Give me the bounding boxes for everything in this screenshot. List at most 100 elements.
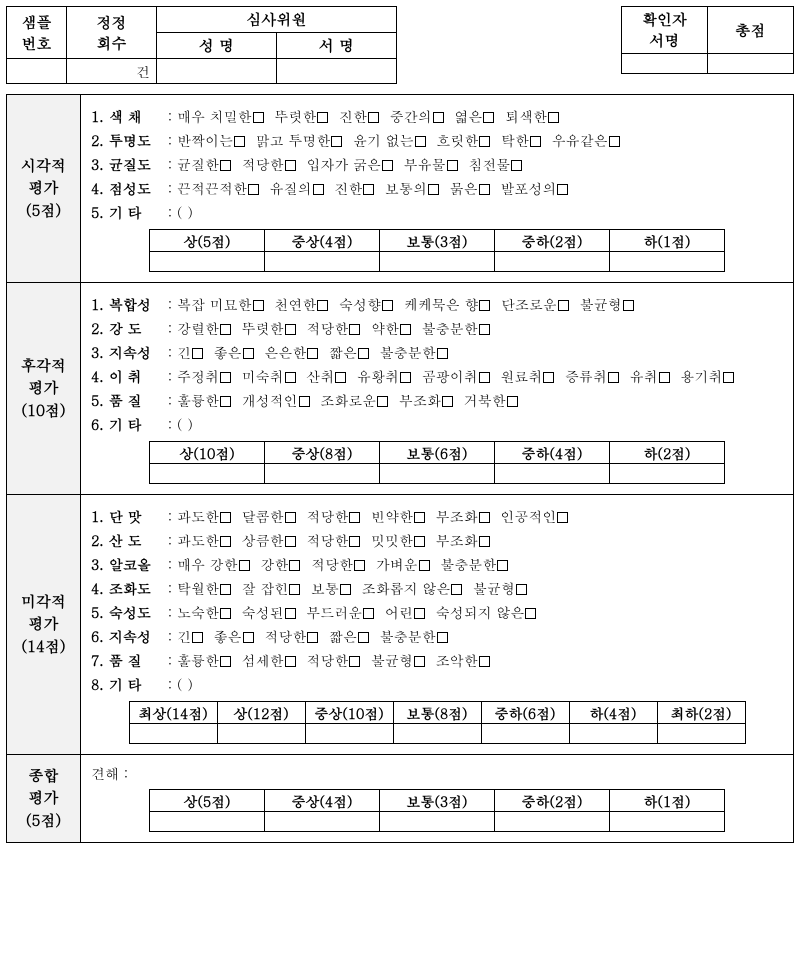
option-checkbox[interactable]: 긴 — [177, 626, 203, 646]
option-checkbox[interactable]: 강렬한 — [177, 318, 231, 338]
option-checkbox[interactable]: 조화롭지 않은 — [362, 578, 463, 598]
checkbox-icon[interactable] — [354, 560, 365, 571]
sample-no-value[interactable] — [7, 59, 67, 84]
score-cell[interactable] — [150, 252, 265, 272]
checkbox-icon[interactable] — [192, 348, 203, 359]
option-checkbox[interactable]: 노숙한 — [177, 602, 231, 622]
checkbox-icon[interactable] — [285, 372, 296, 383]
option-checkbox[interactable]: 긴 — [177, 342, 203, 362]
option-checkbox[interactable]: 침전물 — [468, 154, 522, 174]
checkbox-icon[interactable] — [349, 656, 360, 667]
checkbox-icon[interactable] — [285, 608, 296, 619]
option-checkbox[interactable]: 불균형 — [580, 294, 634, 314]
option-checkbox[interactable]: 탁월한 — [177, 578, 231, 598]
checkbox-icon[interactable] — [543, 372, 554, 383]
checkbox-icon[interactable] — [419, 560, 430, 571]
option-checkbox[interactable]: 거북한 — [464, 390, 518, 410]
checkbox-icon[interactable] — [363, 184, 374, 195]
checkbox-icon[interactable] — [377, 396, 388, 407]
score-cell[interactable] — [495, 252, 610, 272]
option-checkbox[interactable]: 짧은 — [329, 342, 369, 362]
checkbox-icon[interactable] — [557, 512, 568, 523]
option-checkbox[interactable]: 부드러운 — [306, 602, 374, 622]
checkbox-icon[interactable] — [349, 512, 360, 523]
option-checkbox[interactable]: 좋은 — [214, 626, 254, 646]
checkbox-icon[interactable] — [220, 512, 231, 523]
checkbox-icon[interactable] — [479, 536, 490, 547]
option-checkbox[interactable]: 부조화 — [399, 390, 453, 410]
score-cell[interactable] — [150, 812, 265, 832]
checkbox-icon[interactable] — [368, 112, 379, 123]
checkbox-icon[interactable] — [483, 112, 494, 123]
option-checkbox[interactable]: 우유같은 — [552, 130, 620, 150]
checkbox-icon[interactable] — [243, 632, 254, 643]
checkbox-icon[interactable] — [220, 656, 231, 667]
checkbox-icon[interactable] — [525, 608, 536, 619]
option-checkbox[interactable]: 진한 — [334, 178, 374, 198]
checkbox-icon[interactable] — [428, 184, 439, 195]
checkbox-icon[interactable] — [317, 300, 328, 311]
option-checkbox[interactable]: 천연한 — [274, 294, 328, 314]
total-value[interactable] — [708, 54, 794, 74]
checkbox-icon[interactable] — [414, 536, 425, 547]
option-checkbox[interactable]: 불충분한 — [440, 554, 508, 574]
checkbox-icon[interactable] — [349, 324, 360, 335]
option-checkbox[interactable]: 증류취 — [565, 366, 619, 386]
option-checkbox[interactable]: 진한 — [339, 106, 379, 126]
option-checkbox[interactable]: 좋은 — [214, 342, 254, 362]
option-checkbox[interactable]: 발포성의 — [500, 178, 568, 198]
checkbox-icon[interactable] — [358, 348, 369, 359]
option-checkbox[interactable]: 중간의 — [390, 106, 444, 126]
option-checkbox[interactable]: 미숙취 — [242, 366, 296, 386]
option-checkbox[interactable]: 곰팡이취 — [422, 366, 490, 386]
option-checkbox[interactable]: 가벼운 — [376, 554, 430, 574]
option-checkbox[interactable]: 적당한 — [311, 554, 365, 574]
option-checkbox[interactable]: 윤기 없는 — [353, 130, 426, 150]
option-checkbox[interactable]: 상큼한 — [242, 530, 296, 550]
etc-parentheses[interactable]: ( ) — [177, 674, 193, 694]
checkbox-icon[interactable] — [382, 160, 393, 171]
checkbox-icon[interactable] — [220, 372, 231, 383]
checkbox-icon[interactable] — [414, 656, 425, 667]
score-cell[interactable] — [393, 724, 481, 744]
checkbox-icon[interactable] — [608, 372, 619, 383]
checkbox-icon[interactable] — [285, 324, 296, 335]
option-checkbox[interactable]: 유취 — [630, 366, 670, 386]
checkbox-icon[interactable] — [433, 112, 444, 123]
checkbox-icon[interactable] — [437, 632, 448, 643]
score-cell[interactable] — [380, 252, 495, 272]
checkbox-icon[interactable] — [307, 632, 318, 643]
option-checkbox[interactable]: 훌륭한 — [177, 390, 231, 410]
option-checkbox[interactable]: 퇴색한 — [505, 106, 559, 126]
checkbox-icon[interactable] — [479, 324, 490, 335]
score-cell[interactable] — [610, 812, 725, 832]
checkbox-icon[interactable] — [511, 160, 522, 171]
option-checkbox[interactable]: 조악한 — [436, 650, 490, 670]
option-checkbox[interactable]: 균질한 — [177, 154, 231, 174]
option-checkbox[interactable]: 어린 — [385, 602, 425, 622]
score-cell[interactable] — [610, 252, 725, 272]
checkbox-icon[interactable] — [414, 608, 425, 619]
checkbox-icon[interactable] — [479, 512, 490, 523]
option-checkbox[interactable]: 보통의 — [385, 178, 439, 198]
checkbox-icon[interactable] — [192, 632, 203, 643]
checkbox-icon[interactable] — [400, 372, 411, 383]
checkbox-icon[interactable] — [548, 112, 559, 123]
score-cell[interactable] — [569, 724, 657, 744]
etc-parentheses[interactable]: ( ) — [177, 414, 193, 434]
option-checkbox[interactable]: 매우 강한 — [177, 554, 250, 574]
option-checkbox[interactable]: 반짝이는 — [177, 130, 245, 150]
option-checkbox[interactable]: 흐릿한 — [436, 130, 490, 150]
option-checkbox[interactable]: 부유물 — [404, 154, 458, 174]
checkbox-icon[interactable] — [220, 324, 231, 335]
checkbox-icon[interactable] — [479, 372, 490, 383]
checkbox-icon[interactable] — [239, 560, 250, 571]
checkbox-icon[interactable] — [415, 136, 426, 147]
confirmer-value[interactable] — [622, 54, 708, 74]
checkbox-icon[interactable] — [363, 608, 374, 619]
option-checkbox[interactable]: 유질의 — [270, 178, 324, 198]
checkbox-icon[interactable] — [623, 300, 634, 311]
option-checkbox[interactable]: 불충분한 — [380, 626, 448, 646]
checkbox-icon[interactable] — [220, 584, 231, 595]
checkbox-icon[interactable] — [558, 300, 569, 311]
